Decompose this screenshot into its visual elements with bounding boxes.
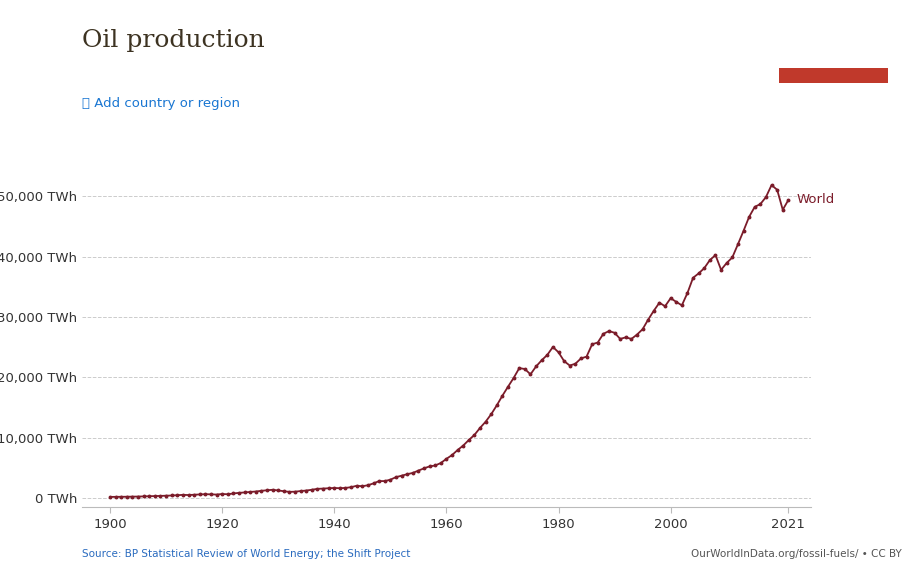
Text: in Data: in Data (810, 50, 857, 63)
Text: World: World (797, 193, 835, 206)
Text: Our World: Our World (800, 28, 867, 41)
Bar (779, 68, 888, 83)
Text: Source: BP Statistical Review of World Energy; the Shift Project: Source: BP Statistical Review of World E… (82, 548, 410, 559)
Text: OurWorldInData.org/fossil-fuels/ • CC BY: OurWorldInData.org/fossil-fuels/ • CC BY (691, 548, 902, 559)
Text: Oil production: Oil production (82, 28, 265, 51)
Text: ➕ Add country or region: ➕ Add country or region (82, 97, 240, 110)
